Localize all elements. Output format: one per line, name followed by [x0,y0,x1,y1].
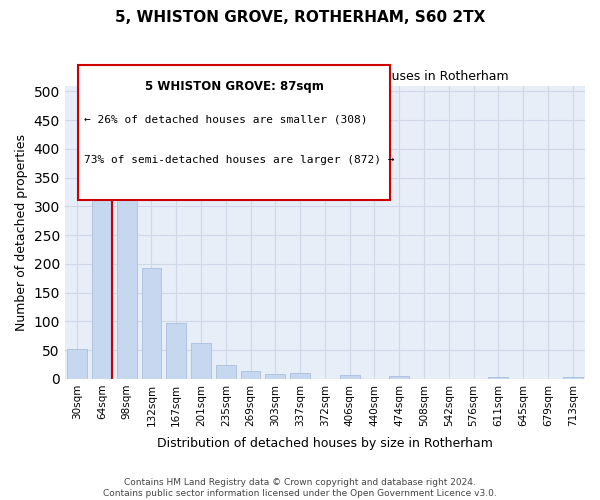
Bar [290,373,310,379]
Text: ← 26% of detached houses are smaller (308): ← 26% of detached houses are smaller (30… [84,115,367,125]
Text: 73% of semi-detached houses are larger (872) →: 73% of semi-detached houses are larger (… [84,155,395,165]
Bar [166,323,186,379]
Bar [191,342,211,379]
X-axis label: Distribution of detached houses by size in Rotherham: Distribution of detached houses by size … [157,437,493,450]
Bar [340,376,359,379]
Bar [265,374,285,379]
Bar [216,364,236,379]
Bar [92,146,112,379]
Y-axis label: Number of detached properties: Number of detached properties [15,134,28,330]
Bar [142,268,161,379]
Title: Size of property relative to detached houses in Rotherham: Size of property relative to detached ho… [142,70,508,83]
Text: 5, WHISTON GROVE, ROTHERHAM, S60 2TX: 5, WHISTON GROVE, ROTHERHAM, S60 2TX [115,10,485,25]
Bar [67,349,87,379]
Text: 5 WHISTON GROVE: 87sqm: 5 WHISTON GROVE: 87sqm [145,80,323,93]
Bar [389,376,409,379]
Bar [117,189,137,379]
Bar [563,376,583,379]
Bar [488,376,508,379]
Bar [241,372,260,379]
Text: Contains HM Land Registry data © Crown copyright and database right 2024.
Contai: Contains HM Land Registry data © Crown c… [103,478,497,498]
